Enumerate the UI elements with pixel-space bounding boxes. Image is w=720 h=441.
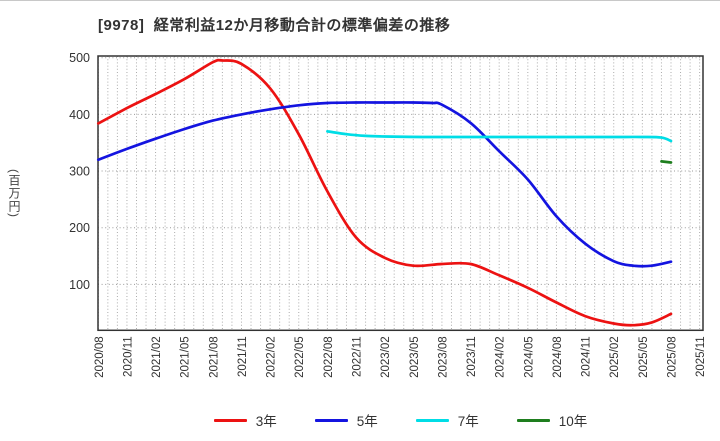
y-tick-label: 400 [69, 108, 90, 122]
x-tick-label: 2024/05 [523, 336, 535, 378]
x-tick-label: 2023/05 [409, 336, 421, 378]
x-tick-label: 2025/05 [638, 336, 650, 378]
x-tick-label: 2025/11 [695, 336, 707, 377]
legend-label: 10年 [558, 414, 588, 429]
y-tick-label: 200 [69, 221, 90, 235]
series-line-2 [326, 130, 673, 143]
legend-swatch [213, 418, 247, 422]
series-line-3 [660, 160, 673, 164]
legend-swatch [314, 418, 348, 422]
plot-border [97, 55, 704, 332]
legend: 3年 5年 7年 10年 [98, 407, 703, 433]
series-line-1 [96, 101, 673, 268]
legend-label: 7年 [457, 414, 479, 429]
legend-swatch [516, 418, 550, 422]
y-tick-label: 300 [69, 165, 90, 179]
x-tick-label: 2020/08 [94, 336, 106, 378]
y-tick-label: 100 [69, 278, 90, 292]
y-axis-label: (百万円) [7, 169, 21, 218]
x-tick-label: 2021/02 [151, 336, 163, 378]
legend-item-0: 3年 [213, 410, 277, 430]
x-tick-label: 2022/08 [323, 336, 335, 378]
legend-label: 5年 [356, 414, 378, 429]
x-tick-label: 2021/11 [237, 336, 249, 377]
legend-item-2: 7年 [415, 410, 479, 430]
x-tick-label: 2021/05 [180, 336, 192, 378]
x-tick-label: 2020/11 [122, 336, 134, 377]
x-tick-label: 2022/05 [294, 336, 306, 378]
series-line-0 [96, 58, 673, 327]
legend-item-3: 10年 [516, 410, 588, 430]
x-tick-label: 2025/02 [609, 336, 621, 378]
x-tick-label: 2022/11 [352, 336, 364, 377]
x-tick-label: 2022/02 [266, 336, 278, 378]
x-tick-label: 2023/08 [437, 336, 449, 378]
legend-label: 3年 [255, 414, 277, 429]
x-tick-label: 2023/11 [466, 336, 478, 377]
chart-title: [9978] 経常利益12か月移動合計の標準偏差の推移 [98, 17, 451, 34]
x-tick-label: 2024/08 [552, 336, 564, 378]
legend-swatch [415, 418, 449, 422]
x-tick-label: 2025/08 [667, 336, 679, 378]
x-tick-label: 2023/02 [380, 336, 392, 378]
x-tick-label: 2024/02 [495, 336, 507, 378]
x-tick-label: 2021/08 [208, 336, 220, 378]
legend-item-1: 5年 [314, 410, 378, 430]
x-tick-label: 2024/11 [581, 336, 593, 377]
y-tick-label: 500 [69, 51, 90, 65]
